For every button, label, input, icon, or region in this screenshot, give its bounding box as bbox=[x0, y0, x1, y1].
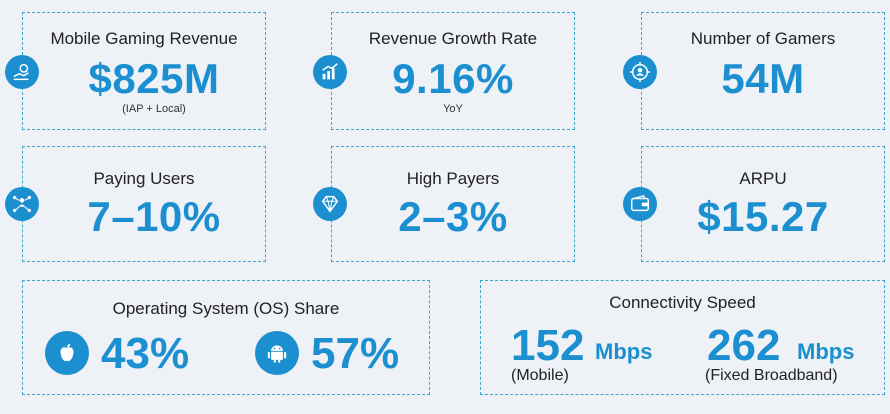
wallet-icon bbox=[623, 187, 657, 221]
os-share-title: Operating System (OS) Share bbox=[112, 299, 340, 318]
paying-card: Paying Users 7–10% bbox=[22, 146, 266, 262]
fixed-speed-unit: Mbps bbox=[797, 339, 855, 364]
fixed-speed-value: 262 bbox=[707, 321, 781, 370]
users-target-icon bbox=[623, 55, 657, 89]
gamers-value: 54M bbox=[721, 55, 805, 102]
revenue-card: Mobile Gaming Revenue $825M (IAP + Local… bbox=[22, 12, 266, 130]
mobile-speed-label: (Mobile) bbox=[511, 367, 569, 384]
arpu-title: ARPU bbox=[739, 169, 787, 188]
android-icon bbox=[255, 331, 299, 375]
diamond-icon bbox=[313, 187, 347, 221]
arpu-value: $15.27 bbox=[697, 193, 829, 240]
revenue-note: (IAP + Local) bbox=[122, 103, 186, 115]
apple-icon bbox=[45, 331, 89, 375]
revenue-title: Mobile Gaming Revenue bbox=[50, 29, 238, 48]
arpu-card: ARPU $15.27 bbox=[641, 146, 885, 262]
gamers-title: Number of Gamers bbox=[690, 29, 836, 48]
android-share-value: 57% bbox=[311, 329, 400, 378]
growth-card: Revenue Growth Rate 9.16% YoY bbox=[331, 12, 575, 130]
high-payers-title: High Payers bbox=[406, 169, 500, 188]
growth-value: 9.16% bbox=[392, 55, 514, 102]
connectivity-title: Connectivity Speed bbox=[609, 293, 756, 312]
paying-value: 7–10% bbox=[87, 193, 221, 240]
high-payers-card: High Payers 2–3% bbox=[331, 146, 575, 262]
fixed-speed-label: (Fixed Broadband) bbox=[705, 367, 838, 384]
gamers-card: Number of Gamers 54M bbox=[641, 12, 885, 130]
connectivity-card: Connectivity Speed 152 Mbps (Mobile) 262… bbox=[480, 280, 885, 395]
money-hand-icon bbox=[5, 55, 39, 89]
ios-share-value: 43% bbox=[101, 329, 190, 378]
paying-title: Paying Users bbox=[93, 169, 195, 188]
growth-chart-icon bbox=[313, 55, 347, 89]
growth-note: YoY bbox=[443, 103, 463, 115]
mobile-speed-value: 152 bbox=[511, 321, 585, 370]
high-payers-value: 2–3% bbox=[398, 193, 508, 240]
growth-title: Revenue Growth Rate bbox=[368, 29, 538, 48]
os-share-card: Operating System (OS) Share 43% 57% bbox=[22, 280, 430, 395]
user-network-icon bbox=[5, 187, 39, 221]
revenue-value: $825M bbox=[88, 55, 220, 102]
mobile-speed-unit: Mbps bbox=[595, 339, 653, 364]
